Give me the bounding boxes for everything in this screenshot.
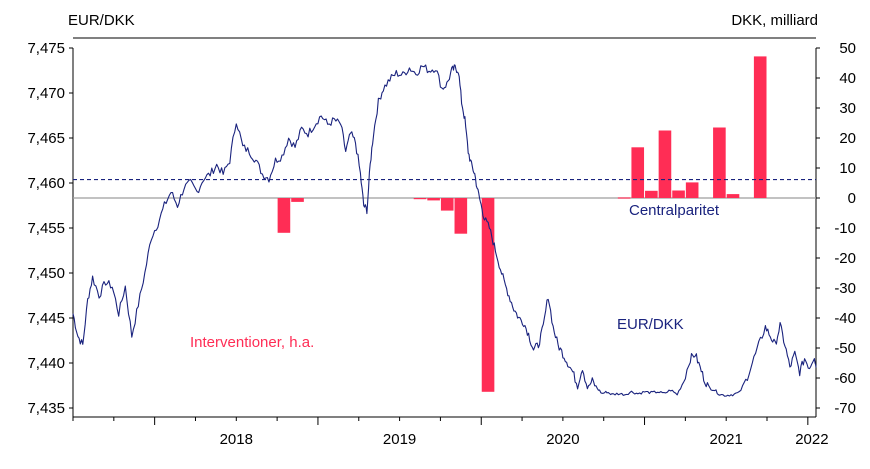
intervention-bar xyxy=(427,198,440,201)
intervention-bar xyxy=(440,198,454,211)
right-tick-label: 10 xyxy=(839,160,856,177)
left-tick-label: 7,435 xyxy=(27,400,65,417)
left-tick-label: 7,465 xyxy=(27,130,65,147)
right-tick-label: -30 xyxy=(834,280,856,297)
right-tick-label: -60 xyxy=(834,370,856,387)
x-tick-label: 2020 xyxy=(546,431,579,448)
intervention-bar xyxy=(645,190,658,198)
left-tick-label: 7,475 xyxy=(27,40,65,57)
right-tick-label: -70 xyxy=(834,400,856,417)
right-tick-label: -40 xyxy=(834,310,856,327)
right-tick-label: -50 xyxy=(834,340,856,357)
intervention-bar xyxy=(753,56,767,199)
axes-frame xyxy=(72,37,817,418)
intervention-bars xyxy=(277,56,767,392)
x-tick-label: 2019 xyxy=(383,431,416,448)
intervention-bar xyxy=(617,197,631,199)
right-tick-label: 30 xyxy=(839,100,856,117)
left-tick-label: 7,460 xyxy=(27,175,65,192)
intervention-bar xyxy=(713,127,726,198)
right-tick-label: -10 xyxy=(834,220,856,237)
intervention-bar xyxy=(481,198,495,392)
eurdkk-series-path xyxy=(72,64,817,397)
right-tick-label: 50 xyxy=(839,40,856,57)
left-tick-label: 7,470 xyxy=(27,85,65,102)
left-tick-label: 7,450 xyxy=(27,265,65,282)
intervention-bar xyxy=(658,130,672,198)
x-tick-label: 2018 xyxy=(220,431,253,448)
intervention-bar xyxy=(672,190,685,198)
right-tick-label: 40 xyxy=(839,70,856,87)
eurdkk-series-label: EUR/DKK xyxy=(617,316,684,333)
intervention-bar xyxy=(454,198,468,234)
intervention-bar xyxy=(726,194,740,198)
x-tick-label: 2022 xyxy=(795,431,828,448)
right-tick-label: -20 xyxy=(834,250,856,267)
x-tick-label: 2021 xyxy=(709,431,742,448)
intervention-bar xyxy=(631,147,645,198)
left-axis-ticks: 7,475 7,470 7,465 7,460 7,455 7,450 7,445 7,440… xyxy=(27,40,73,417)
interventions-label: Interventioner, h.a. xyxy=(190,334,314,351)
left-axis-title: EUR/DKK xyxy=(68,12,135,29)
intervention-bar xyxy=(413,198,427,200)
right-axis-ticks: 50 40 30 20 10 0 -10 -20 -30 -40 -50 -60 -70 xyxy=(816,40,856,417)
right-tick-label: 20 xyxy=(839,130,856,147)
left-tick-label: 7,455 xyxy=(27,220,65,237)
intervention-bar xyxy=(291,198,304,202)
right-axis-title: DKK, milliard xyxy=(731,12,818,29)
x-axis-ticks: 2018 2019 2020 2021 2022 xyxy=(72,417,829,448)
eurdkk-line xyxy=(72,64,817,397)
left-tick-label: 7,440 xyxy=(27,355,65,372)
intervention-bar xyxy=(277,198,291,233)
right-tick-label: 0 xyxy=(848,190,856,207)
intervention-bar xyxy=(685,182,699,198)
left-tick-label: 7,445 xyxy=(27,310,65,327)
central-parity-label: Centralparitet xyxy=(629,202,720,219)
